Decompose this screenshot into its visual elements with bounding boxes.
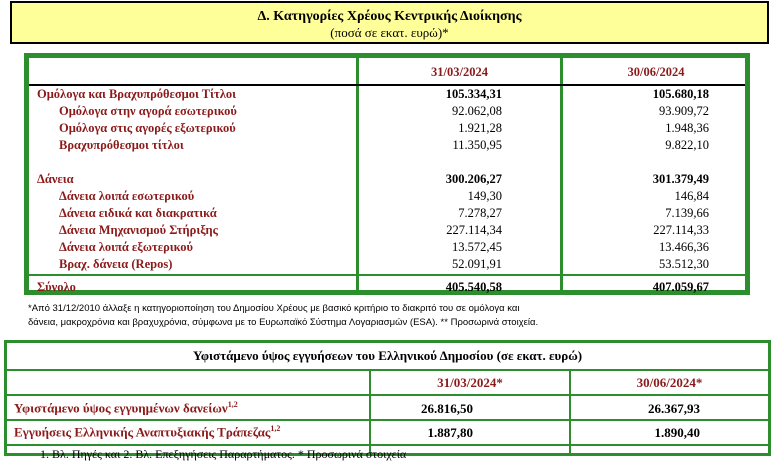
row-label: Βραχυπρόθεσμοι τίτλοι xyxy=(59,138,184,152)
table-row: Ομόλογα και Βραχυπρόθεσμοι Τίτλοι 105.33… xyxy=(29,87,745,104)
table-row: Βραχ. δάνεια (Repos) 52.091,91 53.512,30 xyxy=(29,257,745,274)
row-label: Δάνεια xyxy=(37,172,74,186)
row-value-q2: 301.379,49 xyxy=(652,172,709,186)
footnote-ref: 1,2 xyxy=(270,424,281,433)
row-label: Δάνεια λοιπά εσωτερικού xyxy=(59,189,195,203)
guarantee-row-label: Εγγυήσεις Ελληνικής Αναπτυξιακής Τράπεζα… xyxy=(14,424,280,440)
guarantee-value-q2: 1.890,40 xyxy=(654,425,701,440)
table-row: Ομόλογα στις αγορές εξωτερικού 1.921,28 … xyxy=(29,121,745,138)
row-value-q1: 11.350,95 xyxy=(452,138,502,152)
row-value-q2: 13.466,36 xyxy=(659,240,709,254)
guarantee-value-q2: 26.367,93 xyxy=(648,401,700,416)
section-subtitle: (ποσά σε εκατ. ευρώ)* xyxy=(330,25,449,40)
total-value-q1: 405.540,58 xyxy=(445,280,502,294)
row-value-q2: 9.822,10 xyxy=(665,138,709,152)
guarantee-value-q1: 1.887,80 xyxy=(427,425,474,440)
row-label: Δάνεια ειδικά και διακρατικά xyxy=(59,206,217,220)
guarantee-label-text: Εγγυήσεις Ελληνικής Αναπτυξιακής Τράπεζα… xyxy=(14,424,271,440)
row-value-q1: 92.062,08 xyxy=(452,104,502,118)
footnote: *Από 31/12/2010 άλλαξε η κατηγοριοποίηση… xyxy=(28,302,628,330)
column-header-q1: 31/03/2024 xyxy=(431,65,488,79)
row-value-q1: 105.334,31 xyxy=(445,87,502,101)
row-label: Ομόλογα και Βραχυπρόθεσμοι Τίτλοι xyxy=(37,87,237,101)
row-label: Δάνεια Μηχανισμού Στήριξης xyxy=(59,223,218,237)
guarantee-value-q1: 26.816,50 xyxy=(421,401,473,416)
column-header-q2: 30/06/2024* xyxy=(636,375,703,390)
row-value-q2: 105.680,18 xyxy=(652,87,709,101)
footnote-ref: 1,2 xyxy=(227,400,238,409)
total-row: Σύνολο 405.540,58 407.059,67 xyxy=(29,280,745,297)
row-rule xyxy=(7,369,768,371)
table-row: Δάνεια Μηχανισμού Στήριξης 227.114,34 22… xyxy=(29,223,745,240)
column-header-q1: 31/03/2024* xyxy=(437,375,503,390)
total-label: Σύνολο xyxy=(37,280,76,294)
row-label: Ομόλογα στις αγορές εξωτερικού xyxy=(59,121,236,135)
column-divider xyxy=(560,58,563,290)
header-rule xyxy=(29,84,745,86)
row-value-q1: 13.572,45 xyxy=(452,240,502,254)
table-row: Ομόλογα στην αγορά εσωτερικού 92.062,08 … xyxy=(29,104,745,121)
row-value-q1: 7.278,27 xyxy=(458,206,502,220)
row-value-q2: 7.139,66 xyxy=(665,206,709,220)
row-value-q1: 1.921,28 xyxy=(458,121,502,135)
row-rule xyxy=(7,394,768,396)
row-rule xyxy=(7,444,768,446)
row-label: Δάνεια λοιπά εξωτερικού xyxy=(59,240,193,254)
row-label: Ομόλογα στην αγορά εσωτερικού xyxy=(59,104,237,118)
row-value-q2: 93.909,72 xyxy=(659,104,709,118)
guarantee-label-text: Υφιστάμενο ύψος εγγυημένων δανείων xyxy=(14,400,228,416)
table-row: Δάνεια λοιπά εσωτερικού 149,30 146,84 xyxy=(29,189,745,206)
debt-table-body: 31/03/2024 30/06/2024 Ομόλογα και Βραχυπ… xyxy=(29,58,745,294)
total-value-q2: 407.059,67 xyxy=(652,280,709,294)
guarantees-table: Υφιστάμενο ύψος εγγυήσεων του Ελληνικού … xyxy=(4,340,771,456)
footnote-line: *Από 31/12/2010 άλλαξε η κατηγοριοποίηση… xyxy=(28,303,520,314)
row-value-q2: 227.114,33 xyxy=(653,223,709,237)
row-value-q1: 227.114,34 xyxy=(446,223,502,237)
section-title: Δ. Κατηγορίες Χρέους Κεντρικής Διοίκησης xyxy=(257,9,522,24)
column-divider xyxy=(356,58,359,290)
row-rule xyxy=(7,419,768,421)
section-title-box: Δ. Κατηγορίες Χρέους Κεντρικής Διοίκησης… xyxy=(10,1,769,44)
table-row: Δάνεια ειδικά και διακρατικά 7.278,27 7.… xyxy=(29,206,745,223)
column-header-q2: 30/06/2024 xyxy=(627,65,685,79)
table-row: Δάνεια λοιπά εξωτερικού 13.572,45 13.466… xyxy=(29,240,745,257)
row-value-q2: 146,84 xyxy=(674,189,709,203)
row-value-q1: 300.206,27 xyxy=(445,172,502,186)
footnote-line: δάνεια, μακροχρόνια και βραχυχρόνια, σύμ… xyxy=(28,317,539,328)
row-label: Βραχ. δάνεια (Repos) xyxy=(59,257,173,271)
guarantees-title: Υφιστάμενο ύψος εγγυήσεων του Ελληνικού … xyxy=(192,348,583,363)
table-row: Δάνεια 300.206,27 301.379,49 xyxy=(29,172,745,189)
table-row: Βραχυπρόθεσμοι τίτλοι 11.350,95 9.822,10 xyxy=(29,138,745,155)
total-row-band xyxy=(29,274,745,298)
column-divider xyxy=(569,369,571,453)
guarantee-row-label: Υφιστάμενο ύψος εγγυημένων δανείων1,2 xyxy=(14,400,238,416)
row-value-q2: 1.948,36 xyxy=(665,121,709,135)
footer-note-cut: 1. Βλ. Πηγές και 2. Βλ. Επεξηγήσεις Παρα… xyxy=(40,447,407,461)
row-value-q1: 149,30 xyxy=(467,189,502,203)
debt-categories-table: 31/03/2024 30/06/2024 Ομόλογα και Βραχυπ… xyxy=(24,53,750,295)
row-value-q2: 53.512,30 xyxy=(659,257,709,271)
column-divider xyxy=(369,369,371,453)
row-value-q1: 52.091,91 xyxy=(452,257,502,271)
